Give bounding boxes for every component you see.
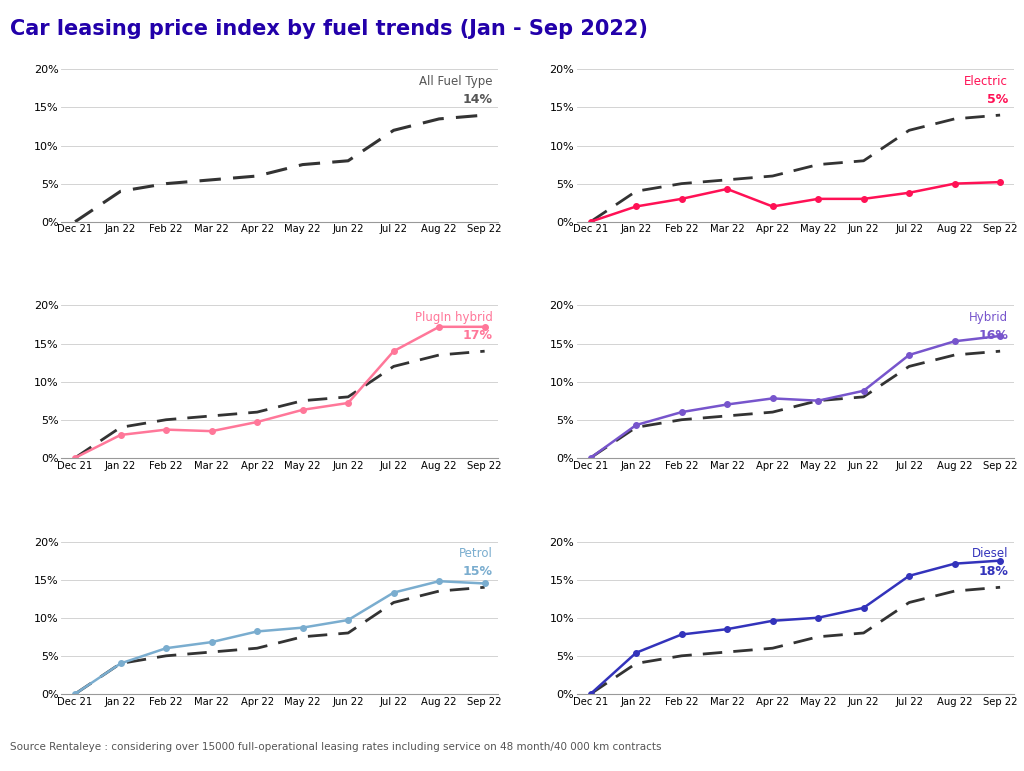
Text: Source Rentaleye : considering over 15000 full-operational leasing rates includi: Source Rentaleye : considering over 1500… <box>10 742 662 752</box>
Text: Hybrid: Hybrid <box>969 311 1009 324</box>
Text: 15%: 15% <box>463 565 493 578</box>
Text: 14%: 14% <box>463 93 493 106</box>
Text: PlugIn hybrid: PlugIn hybrid <box>415 311 493 324</box>
Text: 5%: 5% <box>987 93 1009 106</box>
Text: All Fuel Type: All Fuel Type <box>419 75 493 88</box>
Text: Diesel: Diesel <box>972 547 1009 561</box>
Text: 18%: 18% <box>978 565 1009 578</box>
Text: Electric: Electric <box>965 75 1009 88</box>
Text: Petrol: Petrol <box>459 547 493 561</box>
Text: 16%: 16% <box>978 329 1009 342</box>
Text: 17%: 17% <box>463 329 493 342</box>
Text: Car leasing price index by fuel trends (Jan - Sep 2022): Car leasing price index by fuel trends (… <box>10 19 648 39</box>
